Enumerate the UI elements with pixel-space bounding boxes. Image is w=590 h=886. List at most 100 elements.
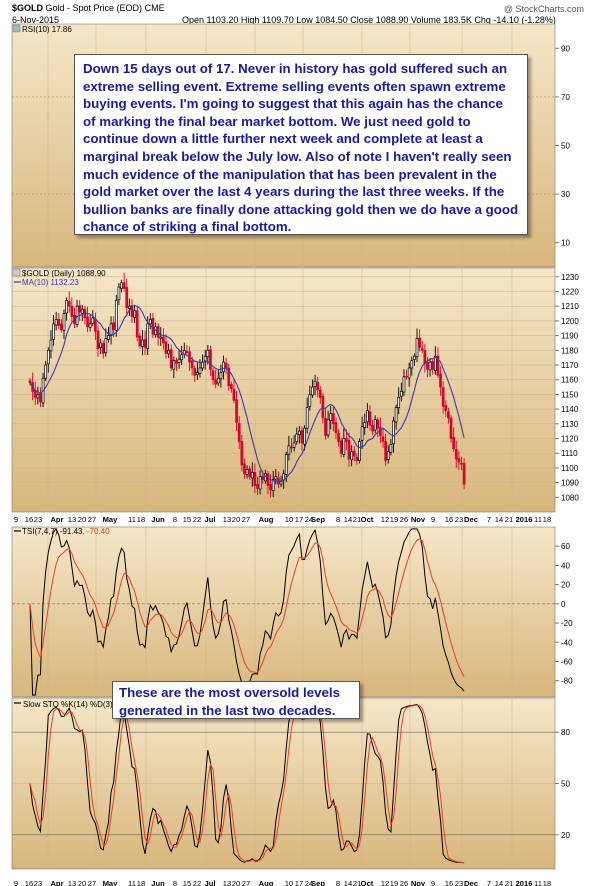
price-x-tick-label: Aug (259, 515, 274, 524)
stochastic-x-tick-label: 23 (34, 879, 42, 886)
stochastic-x-tick-label: 22 (193, 879, 201, 886)
candle-body (245, 469, 249, 475)
rsi-y-tick-label: 30 (561, 190, 570, 199)
candle-body (203, 355, 207, 362)
stochastic-x-tick-label: 21 (505, 879, 513, 886)
stochastic-x-tick-label: 14 (344, 879, 352, 886)
candle-body (175, 360, 178, 364)
stochastic-x-tick-label: 12 (381, 879, 389, 886)
candle-body (407, 367, 411, 379)
price-x-tick-label: 13 (68, 515, 76, 524)
candle-body (177, 358, 181, 363)
price-x-tick-label: 16 (25, 515, 33, 524)
candle-body (227, 367, 231, 386)
candle-body (352, 450, 356, 457)
candle-body (292, 442, 296, 448)
stochastic-x-tick-label: 23 (455, 879, 463, 886)
candle-body (431, 361, 435, 370)
candle-body (266, 473, 270, 486)
stochastic-x-tick-label: 8 (173, 879, 177, 886)
price-x-tick-label: 17 (295, 515, 303, 524)
price-y-tick-label: 1100 (561, 464, 579, 473)
stochastic-x-tick-label: 26 (400, 879, 408, 886)
price-x-tick-label: 21 (505, 515, 513, 524)
stochastic-d-line (29, 704, 465, 864)
candle-body (373, 419, 377, 431)
candle-body (447, 411, 450, 419)
candle-body (423, 349, 427, 364)
candle-body (342, 438, 346, 455)
candle-body (386, 451, 390, 460)
price-x-tick-label: 14 (344, 515, 352, 524)
price-x-tick-label: 20 (78, 515, 86, 524)
candle-body (326, 419, 330, 436)
candle-body (420, 348, 424, 351)
chart-date: 6-Nov-2015 (12, 15, 60, 25)
price-y-tick-label: 1210 (561, 302, 579, 311)
stochastic-x-tick-label: 11 (534, 879, 542, 886)
price-x-tick-label: Apr (50, 515, 63, 524)
price-x-tick-label: Nov (411, 515, 426, 524)
price-y-tick-label: 1160 (561, 376, 579, 385)
candle-body (360, 426, 364, 441)
candle-body (151, 317, 155, 335)
candle-body (28, 380, 32, 384)
price-y-tick-label: 1130 (561, 420, 579, 429)
price-x-tick-label: Dec (464, 515, 478, 524)
candle-body (237, 423, 241, 442)
tsi-y-tick-label: -60 (561, 657, 573, 666)
stochastic-x-tick-label: 9 (14, 879, 18, 886)
candle-body (399, 391, 403, 397)
candle-body (368, 411, 372, 426)
price-x-tick-label: 11 (534, 515, 542, 524)
candle-body (337, 432, 340, 442)
candle-body (222, 361, 225, 373)
tsi-y-tick-label: 40 (561, 561, 570, 570)
stochastic-x-tick-label: 20 (78, 879, 86, 886)
price-x-tick-label: 16 (445, 515, 453, 524)
candle-body (381, 436, 385, 442)
candle-body (334, 422, 338, 433)
candle-body (117, 286, 121, 301)
price-x-tick-label: 21 (353, 515, 361, 524)
candle-body (80, 308, 84, 314)
stockcharts-watermark: @ StockCharts.com (503, 4, 584, 14)
price-y-tick-label: 1230 (561, 273, 579, 282)
candle-body (240, 441, 244, 466)
candle-body (138, 335, 142, 347)
candle-body (248, 468, 252, 478)
candle-body (104, 338, 108, 354)
price-legend-symbol: $GOLD (Daily) 1088.90 (22, 269, 106, 278)
candle-body (91, 317, 95, 324)
price-y-tick-label: 1190 (561, 332, 579, 341)
candle-body (130, 305, 134, 317)
price-x-tick-label: 9 (431, 515, 435, 524)
candle-body (284, 454, 288, 475)
candle-body (397, 396, 401, 408)
stochastic-x-tick-label: 10 (285, 879, 293, 886)
price-x-tick-label: 8 (336, 515, 340, 524)
price-x-tick-label: 12 (381, 515, 389, 524)
stochastic-x-tick-label: 18 (543, 879, 551, 886)
price-x-tick-label: 18 (543, 515, 551, 524)
candle-body (243, 463, 246, 475)
candle-body (164, 341, 168, 354)
candle-body (230, 384, 233, 389)
candle-body (454, 449, 458, 460)
candle-body (159, 336, 163, 339)
candle-body (277, 477, 280, 485)
candle-body (269, 484, 272, 491)
candle-body (426, 362, 429, 370)
price-x-tick-label: May (103, 515, 119, 524)
candle-body (258, 476, 262, 490)
candle-body (167, 349, 170, 355)
candle-body (441, 387, 445, 407)
candle-body (433, 355, 437, 371)
candle-body (60, 323, 63, 331)
candle-body (331, 413, 335, 425)
price-y-tick-label: 1090 (561, 479, 579, 488)
candle-body (86, 316, 89, 328)
candle-body (99, 342, 102, 349)
candle-body (198, 367, 202, 374)
